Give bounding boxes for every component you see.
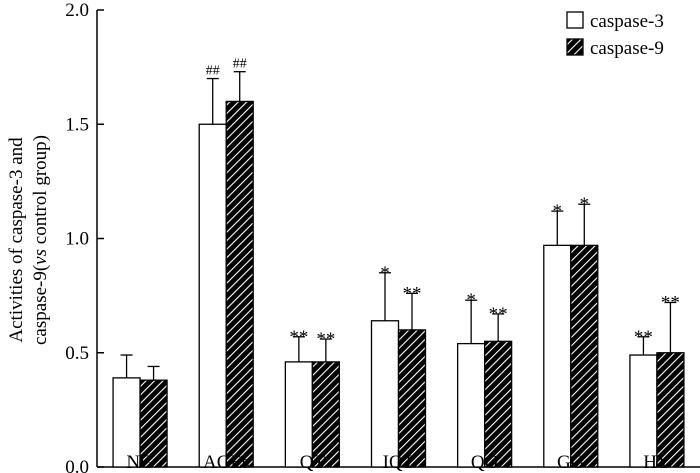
significance-label-caspase-9-HY: ** <box>661 292 680 313</box>
x-axis-tick-labels: NG AGEs QT IQT QG GG HY <box>126 452 671 473</box>
significance-label-caspase-3-QT: ** <box>289 327 308 348</box>
x-tick-label: QG <box>471 452 499 473</box>
y-tick-label: 1.5 <box>65 114 89 135</box>
significance-label-caspase-9-AGEs: ## <box>233 57 247 72</box>
bar-caspase-3-GG <box>543 244 572 468</box>
bar-caspase-3-AGEs <box>198 123 227 468</box>
bar-caspase-9-GG <box>570 244 599 468</box>
y-axis-ticks: 0.0 0.5 1.0 1.5 2.0 <box>65 0 104 473</box>
x-tick-label: QT <box>300 452 326 473</box>
legend-label-caspase-3: caspase-3 <box>590 11 664 32</box>
bars: ## ##** ***** **** ***** <box>112 57 685 468</box>
y-axis-title-line1: Activities of caspase-3 and <box>6 137 27 343</box>
significance-label-caspase-9-GG: * <box>580 194 590 215</box>
legend-swatch-caspase-9 <box>566 38 584 56</box>
significance-label-caspase-3-HY: ** <box>634 327 653 348</box>
x-tick-label: HY <box>643 452 671 473</box>
y-axis-title: Activities of caspase-3 and caspase-9(vs… <box>6 135 51 345</box>
significance-label-caspase-3-QG: * <box>466 290 476 311</box>
bar-caspase-9-AGEs <box>225 100 254 468</box>
significance-label-caspase-3-AGEs: ## <box>206 64 220 79</box>
x-tick-label: GG <box>557 452 585 473</box>
bar-caspase-3-HY <box>629 354 658 468</box>
significance-label-caspase-9-QG: ** <box>489 304 508 325</box>
bar-caspase-9-QG <box>483 340 513 468</box>
bar-caspase-9-IQT <box>397 329 427 468</box>
bar-caspase-3-QT <box>284 361 314 468</box>
y-axis-title-line2: caspase-9(vs control group) <box>30 135 51 345</box>
significance-label-caspase-3-GG: * <box>553 201 563 222</box>
bar-caspase-9-NG <box>139 379 168 468</box>
y-tick-label: 0.0 <box>65 457 89 473</box>
legend-swatch-caspase-3 <box>566 11 584 29</box>
x-tick-label: NG <box>126 452 154 473</box>
y-tick-label: 0.5 <box>65 343 89 364</box>
significance-label-caspase-9-IQT: ** <box>403 283 422 304</box>
x-tick-label: IQT <box>383 452 415 473</box>
y-tick-label: 1.0 <box>65 229 89 250</box>
bar-caspase-9-QT <box>311 361 341 468</box>
bar-caspase-3-QG <box>456 342 486 468</box>
bar-caspase-9-HY <box>656 352 685 468</box>
x-tick-label: AGEs <box>203 452 249 473</box>
y-tick-label: 2.0 <box>65 0 89 21</box>
significance-label-caspase-9-QT: ** <box>316 329 335 350</box>
legend: caspase-3 caspase-9 <box>566 11 664 59</box>
bar-caspase-3-IQT <box>370 320 400 468</box>
significance-label-caspase-3-IQT: * <box>380 263 390 284</box>
legend-label-caspase-9: caspase-9 <box>590 38 664 59</box>
bar-caspase-3-NG <box>112 377 141 468</box>
